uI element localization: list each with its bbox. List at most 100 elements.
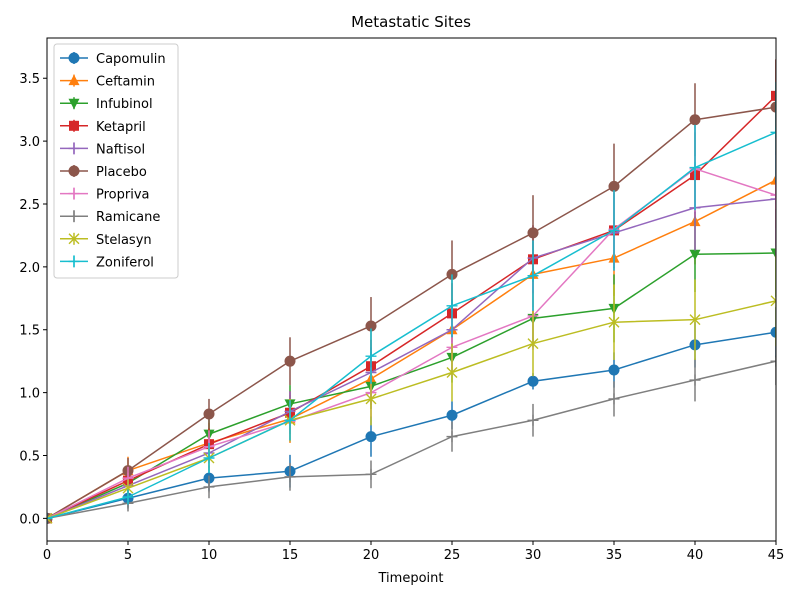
data-point-ramicane <box>527 414 539 426</box>
data-point-placebo <box>689 114 701 126</box>
data-point-stelasyn <box>770 295 776 307</box>
legend-item-stelasyn: Stelasyn <box>60 232 152 248</box>
data-point-infubinol <box>689 249 701 261</box>
legend-swatch-marker <box>68 52 80 64</box>
y-tick-label: 0.0 <box>19 512 40 527</box>
y-tick-label: 2.0 <box>19 261 40 276</box>
data-point-placebo <box>365 320 377 332</box>
legend-label-placebo: Placebo <box>96 165 147 180</box>
x-tick-label: 30 <box>525 548 542 563</box>
data-point-stelasyn <box>527 338 539 350</box>
data-point-stelasyn <box>47 512 53 524</box>
series-line-zoniferol <box>47 131 776 520</box>
legend-label-ceftamin: Ceftamin <box>96 75 155 90</box>
series-stelasyn <box>47 255 776 524</box>
x-tick-label: 0 <box>43 548 51 563</box>
legend-label-capomulin: Capomulin <box>96 52 166 67</box>
legend-item-ramicane: Ramicane <box>60 210 160 225</box>
y-tick-label: 3.5 <box>19 72 40 87</box>
legend-swatch-marker <box>68 233 80 245</box>
x-tick-label: 5 <box>124 548 132 563</box>
data-point-zoniferol <box>770 126 776 138</box>
chart-title: Metastatic Sites <box>351 13 471 31</box>
legend-swatch-marker <box>69 120 79 131</box>
data-point-ramicane <box>608 393 620 405</box>
plot-border <box>46 37 777 542</box>
x-tick-label: 35 <box>606 548 623 563</box>
y-axis: 0.0 0.5 1.0 1.5 2.0 2.5 3.0 3.5 <box>19 72 47 527</box>
data-point-stelasyn <box>608 316 620 328</box>
data-point-infubinol <box>770 248 776 260</box>
data-point-stelasyn <box>122 482 134 494</box>
x-tick-label: 15 <box>282 548 299 563</box>
series-line-ramicane <box>47 360 776 520</box>
legend-item-capomulin: Capomulin <box>60 52 166 67</box>
data-point-zoniferol <box>284 414 296 426</box>
data-point-zoniferol <box>446 300 458 312</box>
data-point-capomulin <box>527 375 539 387</box>
data-point-stelasyn <box>689 314 701 326</box>
y-tick-label: 0.5 <box>19 449 40 464</box>
data-layer <box>47 59 776 525</box>
series-line-capomulin <box>47 331 776 520</box>
legend-label-propriva: Propriva <box>96 188 150 203</box>
data-point-ramicane <box>203 481 215 493</box>
legend-swatch-marker <box>68 165 80 177</box>
data-point-propriva <box>770 189 776 201</box>
data-point-zoniferol <box>47 512 53 524</box>
data-point-ramicane <box>770 355 776 367</box>
legend: Capomulin Ceftamin Infubinol Ketapril Naftis… <box>53 43 179 279</box>
x-axis-title: Timepoint <box>378 571 444 586</box>
legend-item-naftisol: Naftisol <box>60 142 145 157</box>
data-point-placebo <box>284 355 296 367</box>
data-point-zoniferol <box>689 162 701 174</box>
data-point-ramicane <box>689 374 701 386</box>
legend-swatch-marker <box>68 188 80 200</box>
legend-swatch-marker <box>68 210 80 222</box>
legend-item-placebo: Placebo <box>60 165 147 180</box>
legend-swatch-marker <box>68 255 80 267</box>
data-point-ramicane <box>446 431 458 443</box>
y-tick-label: 1.0 <box>19 387 40 402</box>
data-point-stelasyn <box>446 367 458 378</box>
data-point-stelasyn <box>365 393 377 405</box>
legend-label-zoniferol: Zoniferol <box>96 255 154 270</box>
x-axis: 0 5 10 15 20 25 30 35 40 45 <box>43 541 784 563</box>
data-point-zoniferol <box>608 224 620 236</box>
series-line-placebo <box>47 106 776 520</box>
axes-frame <box>46 37 777 542</box>
x-tick-label: 25 <box>444 548 461 563</box>
x-tick-label: 10 <box>201 548 218 563</box>
y-tick-label: 2.5 <box>19 198 40 213</box>
legend-swatch-marker <box>68 98 80 110</box>
data-point-ramicane <box>365 468 377 480</box>
legend-item-zoniferol: Zoniferol <box>60 255 154 270</box>
legend-label-naftisol: Naftisol <box>96 142 145 157</box>
data-point-ketapril <box>771 90 776 101</box>
series-zoniferol <box>47 82 776 524</box>
legend-label-infubinol: Infubinol <box>96 97 153 112</box>
series-line-ceftamin <box>47 179 776 520</box>
legend-item-ceftamin: Ceftamin <box>60 74 155 90</box>
series-ramicane <box>47 337 776 524</box>
data-point-placebo <box>527 227 539 239</box>
data-point-capomulin <box>365 431 377 443</box>
data-point-capomulin <box>608 364 620 376</box>
legend-swatch-marker <box>68 74 80 86</box>
data-point-capomulin <box>446 409 458 421</box>
data-point-ceftamin <box>770 174 776 185</box>
legend-swatch-marker <box>68 142 80 154</box>
data-point-placebo <box>770 101 776 113</box>
legend-label-ketapril: Ketapril <box>96 120 146 135</box>
legend-item-propriva: Propriva <box>60 187 150 203</box>
legend-label-ramicane: Ramicane <box>96 210 160 225</box>
legend-label-stelasyn: Stelasyn <box>96 233 152 248</box>
legend-item-infubinol: Infubinol <box>60 97 153 112</box>
data-point-zoniferol <box>203 452 215 464</box>
series-line-stelasyn <box>47 300 776 520</box>
data-point-zoniferol <box>365 350 377 362</box>
data-point-placebo <box>203 408 215 420</box>
plot-area: 0 5 10 15 20 25 30 35 40 45 0.0 0.5 1.0 1.5 2.0 2.5 3.0 3… <box>19 37 784 563</box>
y-tick-label: 1.5 <box>19 324 40 339</box>
